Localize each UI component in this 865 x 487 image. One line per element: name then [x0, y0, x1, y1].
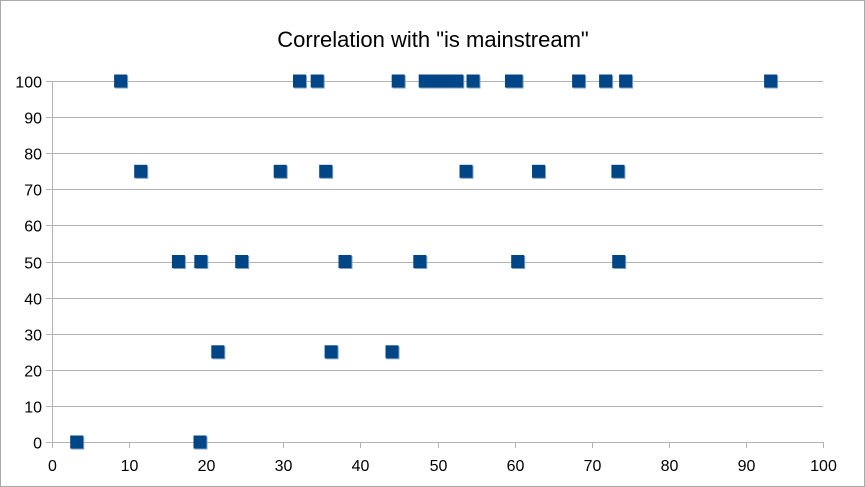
- data-point: [319, 164, 333, 178]
- y-tick-label: 100: [15, 75, 42, 92]
- y-tick-labels: 0 10 20 30 40 50 60 70 80 90 100: [15, 75, 42, 453]
- data-point: [450, 74, 464, 88]
- data-point: [211, 345, 225, 359]
- data-point: [114, 74, 128, 88]
- data-point: [612, 255, 626, 268]
- data-point: [171, 255, 185, 268]
- gridlines: [46, 81, 823, 443]
- data-points: [70, 74, 779, 450]
- x-tick-label: 60: [507, 458, 525, 475]
- y-tick-label: 50: [24, 256, 42, 273]
- axes: [52, 81, 824, 448]
- data-point: [70, 435, 84, 449]
- y-tick-label: 0: [33, 436, 42, 453]
- data-point: [193, 435, 207, 449]
- data-point: [391, 74, 405, 88]
- data-point: [509, 74, 523, 88]
- x-tick-label: 90: [738, 458, 756, 475]
- data-point: [324, 345, 338, 359]
- x-tick-labels: 0 10 20 30 40 50 60 70 80 90 100: [48, 458, 837, 475]
- data-point: [273, 164, 287, 178]
- x-tick-label: 80: [661, 458, 679, 475]
- x-tick-label: 20: [198, 458, 216, 475]
- data-point: [532, 164, 545, 178]
- data-point: [310, 74, 324, 88]
- x-tick-label: 10: [121, 458, 139, 475]
- y-tick-label: 30: [24, 328, 42, 345]
- y-tick-label: 90: [24, 111, 42, 128]
- chart-title: Correlation with "is mainstream": [277, 27, 589, 52]
- x-tick-label: 70: [584, 458, 602, 475]
- data-point: [385, 345, 399, 359]
- y-tick-label: 80: [24, 147, 42, 164]
- data-point: [194, 255, 208, 268]
- y-tick-label: 70: [24, 183, 42, 200]
- x-tick-label: 40: [352, 458, 370, 475]
- data-point: [764, 74, 778, 88]
- data-point: [235, 255, 249, 268]
- data-point: [611, 164, 625, 178]
- data-point: [572, 74, 586, 88]
- data-point: [413, 255, 427, 268]
- y-tick-label: 60: [24, 219, 42, 236]
- y-tick-label: 20: [24, 364, 42, 381]
- x-tick-label: 30: [275, 458, 293, 475]
- data-point: [459, 164, 473, 178]
- data-point: [466, 74, 480, 88]
- x-tick-label: 100: [810, 458, 837, 475]
- data-point: [134, 164, 148, 178]
- x-tick-label: 0: [48, 458, 57, 475]
- data-point: [511, 255, 525, 268]
- data-point: [438, 74, 452, 88]
- y-tick-label: 10: [24, 400, 42, 417]
- y-tick-label: 40: [24, 292, 42, 309]
- x-tick-label: 50: [430, 458, 448, 475]
- data-point: [619, 74, 633, 88]
- data-point: [599, 74, 613, 88]
- data-point: [427, 74, 441, 88]
- data-point: [338, 255, 352, 268]
- data-point: [293, 74, 306, 88]
